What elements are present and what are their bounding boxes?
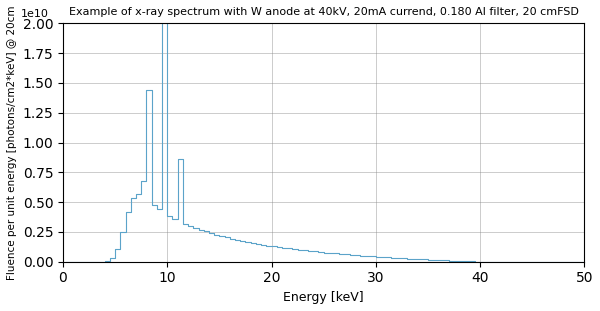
Text: 1e10: 1e10 — [21, 8, 49, 19]
X-axis label: Energy [keV]: Energy [keV] — [283, 291, 364, 304]
Title: Example of x-ray spectrum with W anode at 40kV, 20mA currend, 0.180 Al filter, 2: Example of x-ray spectrum with W anode a… — [69, 7, 578, 17]
Y-axis label: Fluence per unit energy [photons/cm2*keV] @ 20cm: Fluence per unit energy [photons/cm2*keV… — [7, 5, 17, 280]
